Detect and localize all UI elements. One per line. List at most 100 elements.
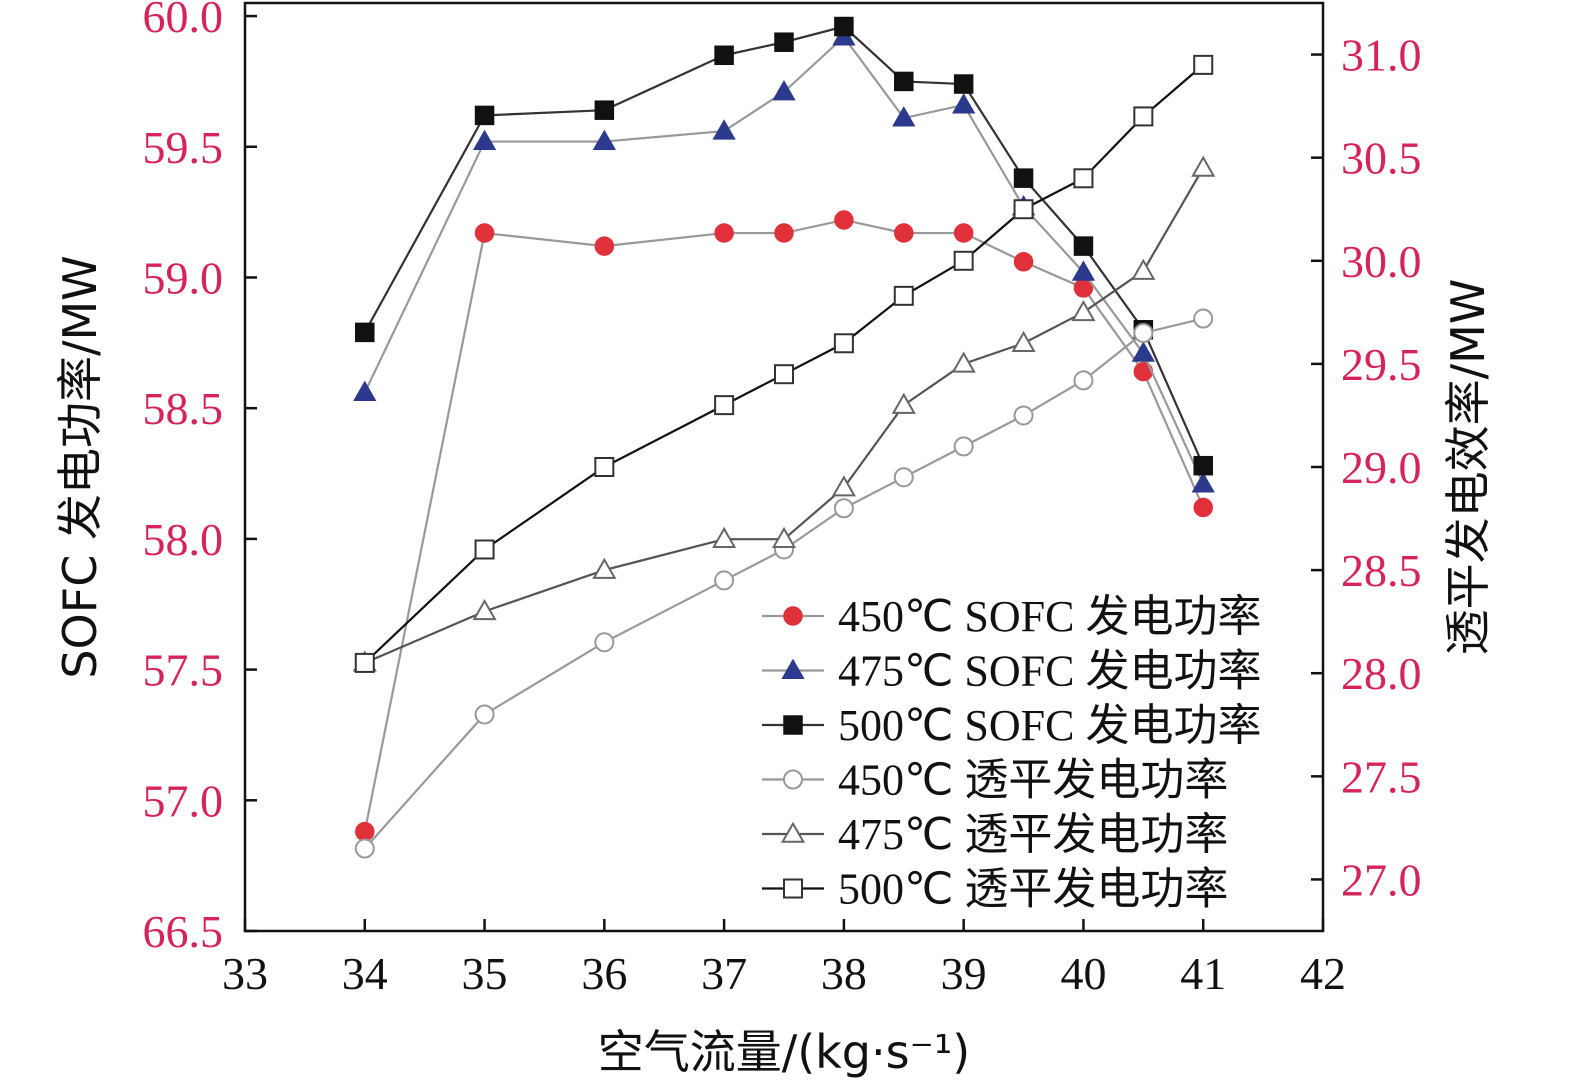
data-point — [1011, 330, 1036, 353]
data-point — [355, 322, 375, 343]
y-left-tick-label: 58.0 — [143, 514, 224, 565]
y-right-tick-label: 27.0 — [1341, 854, 1422, 905]
x-tick-label: 37 — [701, 948, 747, 999]
data-point — [780, 821, 806, 843]
x-tick-label: 35 — [462, 948, 508, 999]
data-point — [1191, 155, 1216, 177]
data-point — [1133, 322, 1154, 343]
y-left-tick-label: 58.5 — [143, 383, 224, 434]
series-1 — [355, 210, 1213, 842]
y-left-tick-label: 57.5 — [143, 645, 224, 696]
data-point — [592, 129, 616, 151]
series-line — [364, 167, 1205, 664]
data-point — [594, 457, 615, 477]
data-point — [771, 526, 797, 548]
legend-item: 450℃ 透平发电功率 — [762, 756, 1228, 805]
data-point — [891, 392, 916, 414]
y-left-tick-label: 59.5 — [143, 122, 224, 173]
x-tick-label: 36 — [581, 948, 627, 999]
series-line — [363, 25, 1205, 467]
data-point — [1193, 308, 1214, 329]
data-point — [474, 105, 495, 126]
data-point — [774, 32, 794, 52]
legend-label: 500℃ SOFC 发电功率 — [838, 701, 1261, 750]
data-point — [834, 210, 854, 230]
data-point — [953, 74, 974, 94]
legend: 450℃ SOFC 发电功率 475℃ SOFC 发电功率 500℃ SOFC 发电… — [762, 592, 1261, 914]
data-point — [594, 236, 615, 256]
data-point — [1013, 405, 1034, 426]
y-right-tick-label: 29.5 — [1341, 339, 1422, 390]
x-tick-label: 38 — [821, 948, 867, 999]
data-point — [354, 652, 375, 673]
data-point — [772, 80, 796, 101]
data-point — [774, 364, 794, 385]
legend-item: 500℃ SOFC 发电功率 — [762, 701, 1261, 750]
data-point — [1013, 252, 1034, 272]
x-tick-label: 39 — [941, 948, 987, 999]
data-point — [833, 333, 854, 354]
data-point — [592, 557, 617, 579]
legend-label: 450℃ 透平发电功率 — [838, 756, 1228, 805]
data-point — [1073, 236, 1094, 256]
data-point — [831, 475, 856, 497]
legend-label: 475℃ SOFC 发电功率 — [838, 647, 1261, 696]
y-right-tick-label: 29.0 — [1341, 442, 1422, 493]
data-point — [952, 93, 976, 114]
data-point — [783, 715, 803, 735]
y-right-tick-label: 31.0 — [1341, 30, 1422, 81]
series-layer — [352, 16, 1216, 859]
y-left-tick-label: 57.0 — [143, 775, 224, 826]
data-point — [894, 71, 914, 92]
data-point — [833, 498, 854, 519]
y-right-tick-label: 30.0 — [1341, 236, 1422, 287]
data-point — [714, 223, 734, 243]
data-point — [714, 395, 735, 416]
y-axis-left-title: SOFC 发电功率/MW — [53, 255, 107, 678]
legend-item: 475℃ 透平发电功率 — [762, 810, 1228, 859]
data-point — [1073, 168, 1094, 189]
x-tick-label: 41 — [1180, 948, 1226, 999]
y-right-tick-label: 30.5 — [1341, 133, 1422, 184]
data-point — [892, 106, 916, 127]
y-left-tick-label: 66.5 — [143, 906, 224, 957]
x-axis-title: 空气流量/(kg·s⁻¹) — [598, 1025, 971, 1079]
data-point — [594, 100, 615, 120]
data-point — [474, 223, 495, 243]
x-tick-label: 33 — [222, 948, 268, 999]
data-point — [1071, 299, 1096, 322]
data-point — [353, 380, 377, 402]
data-point — [472, 598, 497, 621]
data-point — [1131, 341, 1155, 362]
series-line — [363, 317, 1204, 850]
data-point — [354, 838, 375, 859]
series-line — [363, 35, 1205, 485]
data-point — [1133, 106, 1154, 127]
data-point — [474, 539, 495, 560]
data-point — [1131, 258, 1156, 280]
data-point — [953, 436, 974, 457]
x-tick-label: 42 — [1300, 948, 1346, 999]
data-point — [1013, 199, 1034, 220]
data-point — [894, 223, 914, 243]
legend-label: 475℃ 透平发电功率 — [838, 810, 1228, 859]
data-point — [783, 878, 803, 899]
y-left-tick-label: 59.0 — [143, 252, 224, 303]
data-point — [834, 16, 854, 37]
series-line — [364, 64, 1204, 664]
data-point — [355, 821, 375, 842]
series-2 — [353, 25, 1215, 493]
y-right-tick-label: 27.5 — [1341, 751, 1422, 802]
data-point — [1193, 455, 1213, 476]
y-right-tick-label: 28.0 — [1341, 648, 1422, 699]
series-line — [363, 218, 1205, 832]
legend-item: 475℃ SOFC 发电功率 — [762, 647, 1261, 696]
y-right-tick-label: 28.5 — [1341, 545, 1422, 596]
x-tick-label: 34 — [342, 948, 388, 999]
legend-item: 500℃ 透平发电功率 — [762, 865, 1228, 914]
data-point — [953, 223, 974, 243]
data-point — [714, 570, 735, 591]
y-axis-right-title: 透平发电效率/MW — [1441, 279, 1495, 656]
series-6 — [354, 54, 1214, 673]
data-point — [783, 769, 803, 790]
